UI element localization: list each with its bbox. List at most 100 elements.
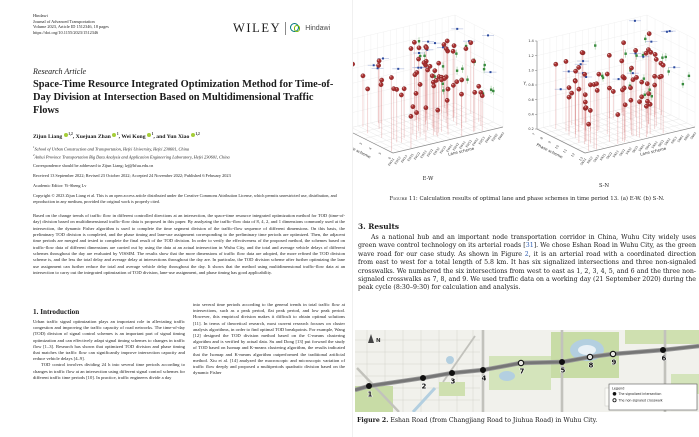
svg-text:EW53: EW53 xyxy=(478,136,486,145)
svg-text:EW31: EW31 xyxy=(426,148,434,157)
svg-text:EW13: EW13 xyxy=(400,154,408,163)
affiliation-1-sup: 1 xyxy=(33,145,35,149)
svg-text:EW52: EW52 xyxy=(471,137,479,146)
map-point-label-4: 4 xyxy=(482,375,487,383)
svg-text:SN41: SN41 xyxy=(638,143,646,152)
svg-text:0.8: 0.8 xyxy=(528,83,533,87)
figure11b-sublabel: S-N xyxy=(598,183,610,189)
author-affil-sup: 1 xyxy=(116,132,119,136)
north-arrow: N xyxy=(376,338,381,344)
affiliation-2: 2Anhui Province Transportation Big Data … xyxy=(33,152,230,160)
legend-item-crosswalk: The non-signaled crosswalk xyxy=(618,399,663,403)
scatter3d-sn: 0.20.40.60.81.01.21.4YiSN11SN12SN13SN21S… xyxy=(523,14,697,166)
svg-text:0.6: 0.6 xyxy=(528,98,533,102)
article-title: Space-Time Resource Integrated Optimizat… xyxy=(33,79,334,116)
svg-text:SN51: SN51 xyxy=(657,139,665,148)
abstract: Based on the change trends of traffic fl… xyxy=(33,213,345,276)
map-legend xyxy=(608,383,698,411)
journal-header: Hindawi Journal of Advanced Transportati… xyxy=(33,13,109,35)
svg-text:SN22: SN22 xyxy=(605,151,613,160)
figure11a-sublabel: E-W xyxy=(422,176,434,182)
map-point-label-3: 3 xyxy=(451,378,456,386)
svg-text:SN23: SN23 xyxy=(612,150,620,159)
crosswalk-8 xyxy=(586,353,594,361)
publisher-name: Hindawi xyxy=(33,13,48,18)
figure11-caption-label: Figure 11: xyxy=(389,196,418,202)
svg-text:SN53: SN53 xyxy=(670,136,678,145)
figure11-caption-text: Calculation results of optimal lane and … xyxy=(417,196,665,202)
figure11a-plot: EW11 EW12 EW13 EW21 EW22 EW23 EW31 EW32 EW33 EW41… xyxy=(353,5,520,191)
svg-text:EW33: EW33 xyxy=(439,145,447,154)
map-point-label-8: 8 xyxy=(589,362,594,370)
author-separator: , xyxy=(72,133,76,140)
svg-text:4: 4 xyxy=(368,147,372,151)
correspondence-text: Correspondence should be addressed to Zi… xyxy=(33,163,125,168)
svg-text:SN13: SN13 xyxy=(592,154,600,163)
orcid-icon[interactable] xyxy=(147,132,152,137)
affiliation-2-text: Anhui Province Transportation Big Data A… xyxy=(34,154,230,160)
svg-text:EW51: EW51 xyxy=(465,139,473,148)
article-type: Research Article xyxy=(33,67,87,76)
academic-editor: Academic Editor: Yi-Sheng Lv xyxy=(33,183,87,188)
svg-text:EW32: EW32 xyxy=(432,147,440,156)
signalized-intersection-6 xyxy=(660,347,666,353)
orcid-icon[interactable] xyxy=(190,132,195,137)
svg-text:SN11: SN11 xyxy=(579,157,587,166)
results-paragraph: As a national hub and an important node … xyxy=(358,234,696,292)
svg-text:SN63: SN63 xyxy=(689,131,697,140)
map-point-label-6: 6 xyxy=(662,355,667,363)
crosswalk-7 xyxy=(517,359,525,367)
correspondence-line: Correspondence should be addressed to Zi… xyxy=(33,163,345,169)
figure11b-plot: 0.2 0.4 0.6 0.8 1.0 1.2 1.4 Yi SN11 SN12 SN13 SN21 S… xyxy=(523,5,699,191)
publisher-brand: WILEY Hindawi xyxy=(233,21,330,36)
svg-text:5: 5 xyxy=(378,151,382,155)
hindawi-logo-text: Hindawi xyxy=(305,25,331,32)
citation-ref[interactable]: 31 xyxy=(525,242,534,250)
signalized-intersection-1 xyxy=(366,383,372,389)
correspondence-email-link[interactable]: lzj@hfuu.edu.cn xyxy=(124,163,154,168)
svg-text:Lane scheme: Lane scheme xyxy=(448,146,476,157)
intro-column-right: into several time periods according to t… xyxy=(193,302,345,376)
signalized-intersection-5 xyxy=(559,359,565,365)
orcid-icon[interactable] xyxy=(112,132,117,137)
svg-text:EW22: EW22 xyxy=(413,151,421,160)
signalized-intersection-4 xyxy=(480,367,486,373)
svg-text:SN43: SN43 xyxy=(651,140,659,149)
map-point-label-9: 9 xyxy=(612,359,617,367)
journal-name: Journal of Advanced Transportation xyxy=(33,18,95,24)
svg-text:SN12: SN12 xyxy=(586,156,594,165)
map-point-label-7: 7 xyxy=(520,368,525,376)
svg-text:SN32: SN32 xyxy=(625,147,633,156)
svg-text:7: 7 xyxy=(531,132,535,136)
svg-text:EW62: EW62 xyxy=(491,133,499,142)
svg-text:11: 11 xyxy=(562,148,568,154)
author-name: Wei Kong xyxy=(121,133,146,140)
article-results-page: EW11 EW12 EW13 EW21 EW22 EW23 EW31 EW32 EW33 EW41… xyxy=(352,0,699,437)
svg-text:SN33: SN33 xyxy=(631,145,639,154)
svg-text:SN62: SN62 xyxy=(683,133,691,142)
figure2-caption-label: Figure 2. xyxy=(357,417,389,424)
hindawi-logo-icon xyxy=(290,23,301,34)
svg-text:EW61: EW61 xyxy=(484,134,492,143)
author-name: Xuejuan Zhan xyxy=(75,133,111,140)
authors-line: Zijun Liang 1,2, Xuejuan Zhan 1, Wei Kong 1… xyxy=(33,132,200,140)
svg-text:9: 9 xyxy=(547,140,551,144)
figure2-caption-text: Eshan Road (from Changjiang Road to Jiuh… xyxy=(388,417,598,424)
article-id-line: Volume 2023, Article ID 1512346, 18 page… xyxy=(33,24,109,30)
section-heading-introduction: 1. Introduction xyxy=(33,308,80,316)
copyright-notice: Copyright © 2023 Zijun Liang et al. This… xyxy=(33,193,337,204)
svg-text:SN52: SN52 xyxy=(664,137,672,146)
author-affil-sup: 1,2 xyxy=(195,132,200,136)
svg-text:0.4: 0.4 xyxy=(528,113,533,117)
svg-text:SN21: SN21 xyxy=(599,153,607,162)
map-point-label-2: 2 xyxy=(422,383,427,391)
doi-link[interactable]: https://doi.org/10.1155/2023/1512346 xyxy=(33,29,99,35)
orcid-icon[interactable] xyxy=(63,132,68,137)
svg-text:Lane scheme: Lane scheme xyxy=(640,146,668,157)
citation-ref[interactable]: 2 xyxy=(524,250,529,258)
svg-text:EW42: EW42 xyxy=(452,142,460,151)
svg-text:0.2: 0.2 xyxy=(528,127,533,131)
svg-text:8: 8 xyxy=(539,136,543,140)
